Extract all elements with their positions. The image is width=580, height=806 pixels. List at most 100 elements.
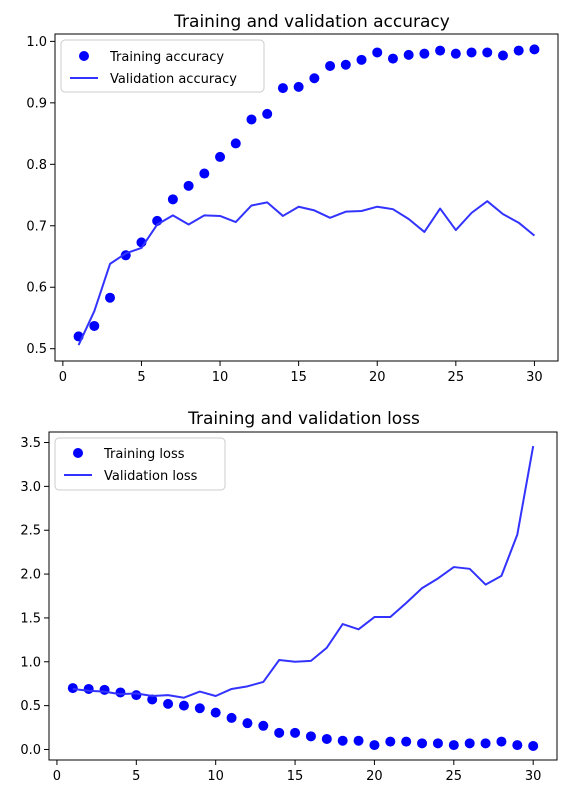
legend-marker-training-loss bbox=[73, 448, 83, 458]
training-loss-point bbox=[131, 690, 142, 701]
loss-y-tick-label: 1.5 bbox=[20, 611, 41, 626]
training-accuracy-point bbox=[246, 114, 257, 125]
training-loss-point bbox=[480, 738, 491, 749]
training-loss-point bbox=[496, 736, 507, 747]
accuracy-y-tick-label: 1.0 bbox=[26, 35, 47, 50]
accuracy-x-tick-label: 25 bbox=[448, 370, 465, 385]
training-loss-point bbox=[147, 694, 158, 705]
training-loss-point bbox=[385, 736, 396, 747]
loss-x-tick-label: 30 bbox=[525, 769, 542, 784]
training-accuracy-point bbox=[262, 108, 273, 119]
training-loss-point bbox=[321, 733, 332, 744]
training-accuracy-point bbox=[356, 54, 367, 65]
training-loss-point bbox=[163, 698, 174, 709]
training-loss-point bbox=[226, 712, 237, 723]
loss-chart-title: Training and validation loss bbox=[187, 409, 420, 429]
training-accuracy-point bbox=[105, 292, 116, 303]
loss-y-tick-label: 2.0 bbox=[20, 568, 41, 583]
accuracy-x-tick-label: 30 bbox=[526, 370, 543, 385]
training-loss-point bbox=[115, 687, 126, 698]
legend-label-training-accuracy: Training accuracy bbox=[109, 50, 224, 65]
training-loss-point bbox=[210, 707, 221, 718]
legend-label-validation-accuracy: Validation accuracy bbox=[110, 72, 237, 87]
training-accuracy-point bbox=[199, 168, 210, 179]
training-accuracy-point bbox=[513, 45, 524, 56]
training-accuracy-point bbox=[309, 73, 320, 84]
loss-x-tick-label: 0 bbox=[53, 769, 61, 784]
training-loss-point bbox=[369, 740, 380, 751]
training-loss-point bbox=[512, 740, 523, 751]
training-accuracy-point bbox=[89, 320, 100, 331]
training-accuracy-point bbox=[497, 50, 508, 61]
loss-legend: Training loss Validation loss bbox=[54, 437, 226, 491]
loss-y-tick-label: 0.5 bbox=[20, 699, 41, 714]
training-loss-point bbox=[99, 684, 110, 695]
validation-accuracy-line bbox=[77, 200, 536, 346]
training-accuracy-point bbox=[387, 53, 398, 64]
training-loss-point bbox=[448, 740, 459, 751]
training-loss-point bbox=[290, 727, 301, 738]
accuracy-chart-title: Training and validation accuracy bbox=[173, 12, 450, 32]
training-accuracy-point bbox=[167, 194, 178, 205]
accuracy-legend: Training accuracy Validation accuracy bbox=[60, 39, 265, 93]
accuracy-x-tick-label: 5 bbox=[137, 370, 145, 385]
loss-x-tick-label: 10 bbox=[207, 769, 224, 784]
accuracy-y-tick-label: 0.5 bbox=[26, 342, 47, 357]
legend-marker-training-accuracy bbox=[79, 51, 89, 61]
accuracy-legend-box bbox=[60, 39, 265, 93]
accuracy-axis-ticks: 0 5 10 15 20 25 30 0.5 0.6 0.7 0.8 0.9 1.0 bbox=[26, 35, 542, 385]
loss-x-tick-label: 5 bbox=[132, 769, 140, 784]
loss-axis-ticks: 0 5 10 15 20 25 30 0.0 0.5 1.0 1.5 2.0 2.5 3.0 3.5 bbox=[20, 436, 541, 784]
training-loss-point bbox=[274, 727, 285, 738]
accuracy-chart: Training and validation accuracy 0 5 10 15 2… bbox=[26, 12, 559, 385]
training-loss-point bbox=[353, 735, 364, 746]
training-accuracy-point bbox=[419, 48, 430, 59]
loss-chart: Training and validation loss 0 5 10 15 20 25 3… bbox=[20, 409, 558, 784]
training-accuracy-point bbox=[215, 151, 226, 162]
loss-x-tick-label: 20 bbox=[366, 769, 383, 784]
accuracy-x-tick-label: 0 bbox=[59, 370, 67, 385]
training-accuracy-point bbox=[403, 49, 414, 60]
accuracy-y-tick-label: 0.9 bbox=[26, 96, 47, 111]
accuracy-y-tick-label: 0.6 bbox=[26, 281, 47, 296]
training-accuracy-point bbox=[340, 59, 351, 70]
training-loss-point bbox=[83, 683, 94, 694]
accuracy-x-tick-label: 15 bbox=[290, 370, 307, 385]
training-accuracy-point bbox=[183, 180, 194, 191]
training-loss-point bbox=[528, 740, 539, 751]
training-accuracy-point bbox=[277, 83, 288, 94]
loss-y-tick-label: 0.0 bbox=[20, 743, 41, 758]
loss-y-tick-label: 1.0 bbox=[20, 655, 41, 670]
legend-label-training-loss: Training loss bbox=[103, 447, 185, 462]
loss-x-tick-label: 25 bbox=[446, 769, 463, 784]
loss-plot-area bbox=[67, 445, 539, 751]
loss-legend-box bbox=[54, 437, 226, 491]
training-accuracy-point bbox=[466, 47, 477, 58]
training-accuracy-point bbox=[293, 81, 304, 92]
training-loss-point bbox=[178, 700, 189, 711]
loss-y-tick-label: 3.0 bbox=[20, 480, 41, 495]
training-loss-point bbox=[305, 731, 316, 742]
training-loss-point bbox=[194, 703, 205, 714]
training-accuracy-point bbox=[372, 47, 383, 58]
legend-label-validation-loss: Validation loss bbox=[104, 469, 198, 484]
loss-y-tick-label: 3.5 bbox=[20, 436, 41, 451]
training-loss-point bbox=[258, 720, 269, 731]
training-loss-point bbox=[67, 683, 78, 694]
accuracy-x-tick-label: 10 bbox=[212, 370, 229, 385]
training-loss-point bbox=[337, 735, 348, 746]
training-accuracy-point bbox=[325, 60, 336, 71]
accuracy-y-tick-label: 0.8 bbox=[26, 158, 47, 173]
loss-x-tick-label: 15 bbox=[287, 769, 304, 784]
training-loss-point bbox=[242, 718, 253, 729]
training-loss-point bbox=[417, 738, 428, 749]
training-accuracy-point bbox=[450, 48, 461, 59]
training-accuracy-point bbox=[435, 45, 446, 56]
training-accuracy-point bbox=[230, 138, 241, 149]
training-accuracy-point bbox=[482, 47, 493, 58]
accuracy-x-tick-label: 20 bbox=[369, 370, 386, 385]
accuracy-plot-area bbox=[73, 44, 540, 346]
training-loss-point bbox=[401, 736, 412, 747]
training-loss-point bbox=[432, 738, 443, 749]
